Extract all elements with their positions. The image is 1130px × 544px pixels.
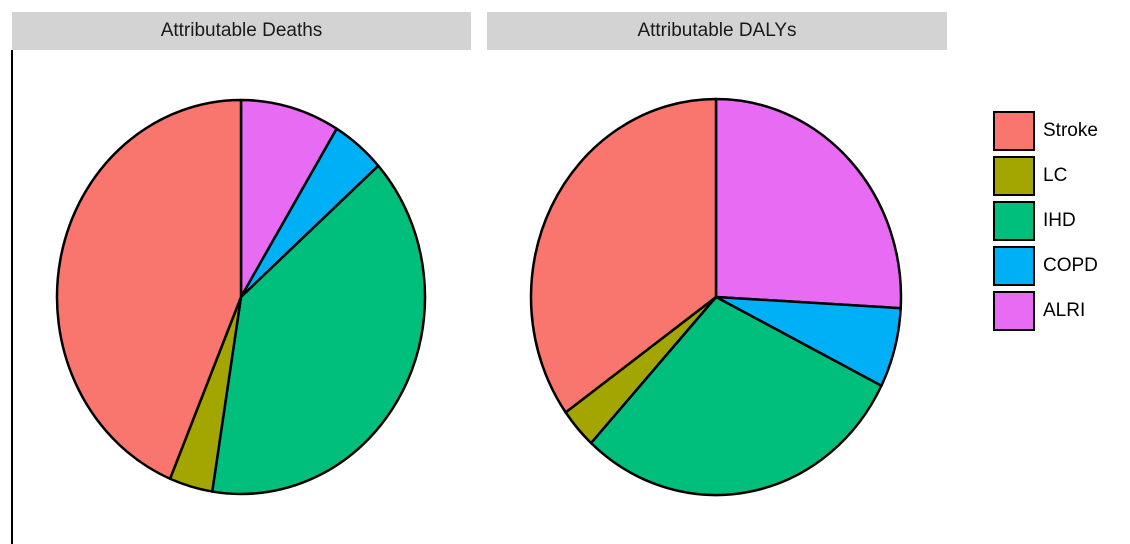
legend-key-lc: [993, 155, 1035, 196]
legend-label-lc: LC: [1043, 164, 1068, 186]
pie-slice-ihd: [210, 164, 427, 496]
pie-slice-ihd: [589, 295, 883, 497]
pie-slice-stroke: [529, 97, 718, 414]
pie-dalys: [529, 97, 903, 497]
panel-title-deaths-text: Attributable Deaths: [160, 20, 323, 41]
legend-key-ihd: [993, 200, 1035, 241]
pie-slice-alri: [714, 97, 903, 310]
pie-deaths: [55, 98, 427, 496]
legend-label-copd: COPD: [1043, 254, 1098, 276]
legend-item-ihd: IHD: [993, 198, 1123, 243]
pie-slice-alri: [239, 98, 338, 299]
panel-title-dalys: Attributable DALYs: [487, 12, 947, 50]
legend-key-copd: [993, 245, 1035, 286]
panel-title-dalys-text: Attributable DALYs: [637, 20, 797, 41]
left-axis-line: [11, 50, 13, 544]
legend-item-alri: ALRI: [993, 288, 1123, 333]
legend-label-ihd: IHD: [1043, 209, 1076, 231]
legend-item-copd: COPD: [993, 243, 1123, 288]
legend: Stroke LC IHD COPD ALRI: [993, 108, 1123, 333]
pie-slice-stroke: [55, 98, 243, 481]
legend-label-alri: ALRI: [1043, 299, 1086, 321]
legend-label-stroke: Stroke: [1043, 119, 1098, 141]
legend-item-lc: LC: [993, 153, 1123, 198]
legend-item-stroke: Stroke: [993, 108, 1123, 153]
legend-key-stroke: [993, 110, 1035, 151]
legend-key-alri: [993, 290, 1035, 331]
panel-title-deaths: Attributable Deaths: [12, 12, 471, 50]
